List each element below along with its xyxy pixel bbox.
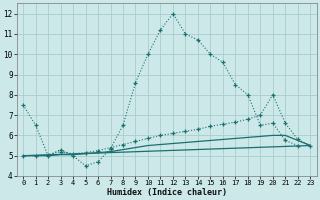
X-axis label: Humidex (Indice chaleur): Humidex (Indice chaleur) (107, 188, 227, 197)
